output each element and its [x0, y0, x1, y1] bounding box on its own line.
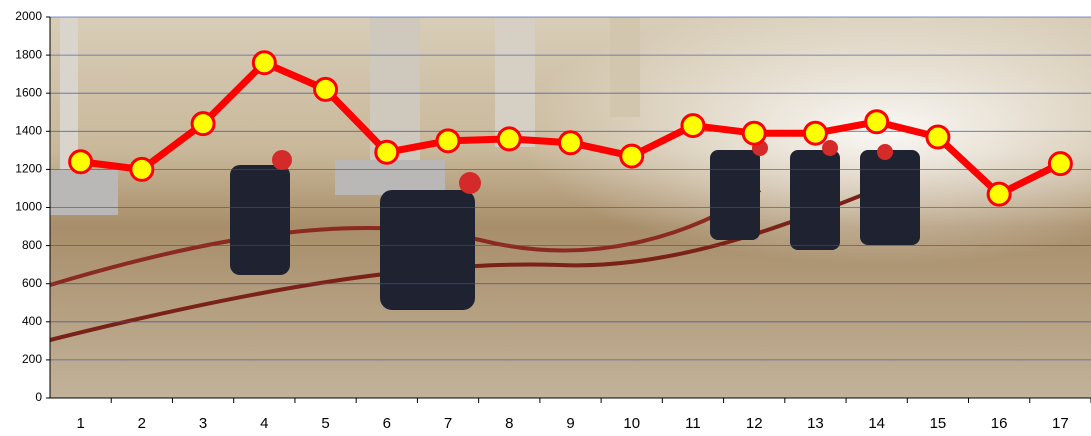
x-tick-label: 10	[623, 415, 640, 432]
x-tick-label: 5	[321, 415, 329, 432]
marker	[190, 111, 216, 137]
x-tick-label: 13	[807, 415, 824, 432]
y-tick-label: 800	[22, 238, 42, 252]
x-tick-label: 1	[76, 415, 84, 432]
marker	[251, 50, 277, 76]
plot	[68, 50, 1073, 207]
y-tick-label: 1400	[15, 123, 42, 137]
marker	[680, 113, 706, 139]
marker	[558, 130, 583, 156]
y-tick-label: 1000	[15, 200, 42, 214]
y-tick-label: 1600	[15, 85, 42, 99]
marker	[435, 128, 461, 154]
marker	[374, 139, 400, 165]
y-tick-label: 2000	[15, 9, 42, 23]
x-tick-label: 4	[260, 415, 268, 432]
y-tick-label: 200	[22, 352, 42, 366]
x-tick-label: 15	[930, 415, 947, 432]
marker	[129, 156, 155, 182]
marker	[1047, 151, 1073, 177]
marker	[925, 124, 951, 150]
y-tick-label: 600	[22, 276, 42, 290]
x-tick-label: 9	[566, 415, 574, 432]
x-tick-label: 3	[199, 415, 207, 432]
marker	[802, 120, 828, 146]
x-tick-label: 17	[1052, 415, 1069, 432]
y-tick-label: 1200	[15, 162, 42, 176]
marker	[313, 76, 339, 102]
marker	[68, 149, 94, 175]
x-tick-label: 14	[868, 415, 885, 432]
marker	[986, 181, 1012, 207]
y-tick-label: 400	[22, 314, 42, 328]
marker	[741, 120, 767, 146]
marker	[496, 126, 522, 152]
x-tick-label: 11	[685, 415, 701, 432]
x-tick-label: 16	[991, 415, 1008, 432]
x-tick-label: 2	[138, 415, 146, 432]
x-tick-label: 7	[444, 415, 452, 432]
y-tick-label: 1800	[15, 47, 42, 61]
x-tick-label: 12	[746, 415, 763, 432]
grid	[46, 16, 1091, 399]
marker	[864, 109, 890, 135]
x-tick-label: 8	[505, 415, 513, 432]
marker	[619, 143, 645, 169]
y-tick-label: 0	[35, 390, 42, 404]
x-tick-label: 6	[383, 415, 391, 432]
